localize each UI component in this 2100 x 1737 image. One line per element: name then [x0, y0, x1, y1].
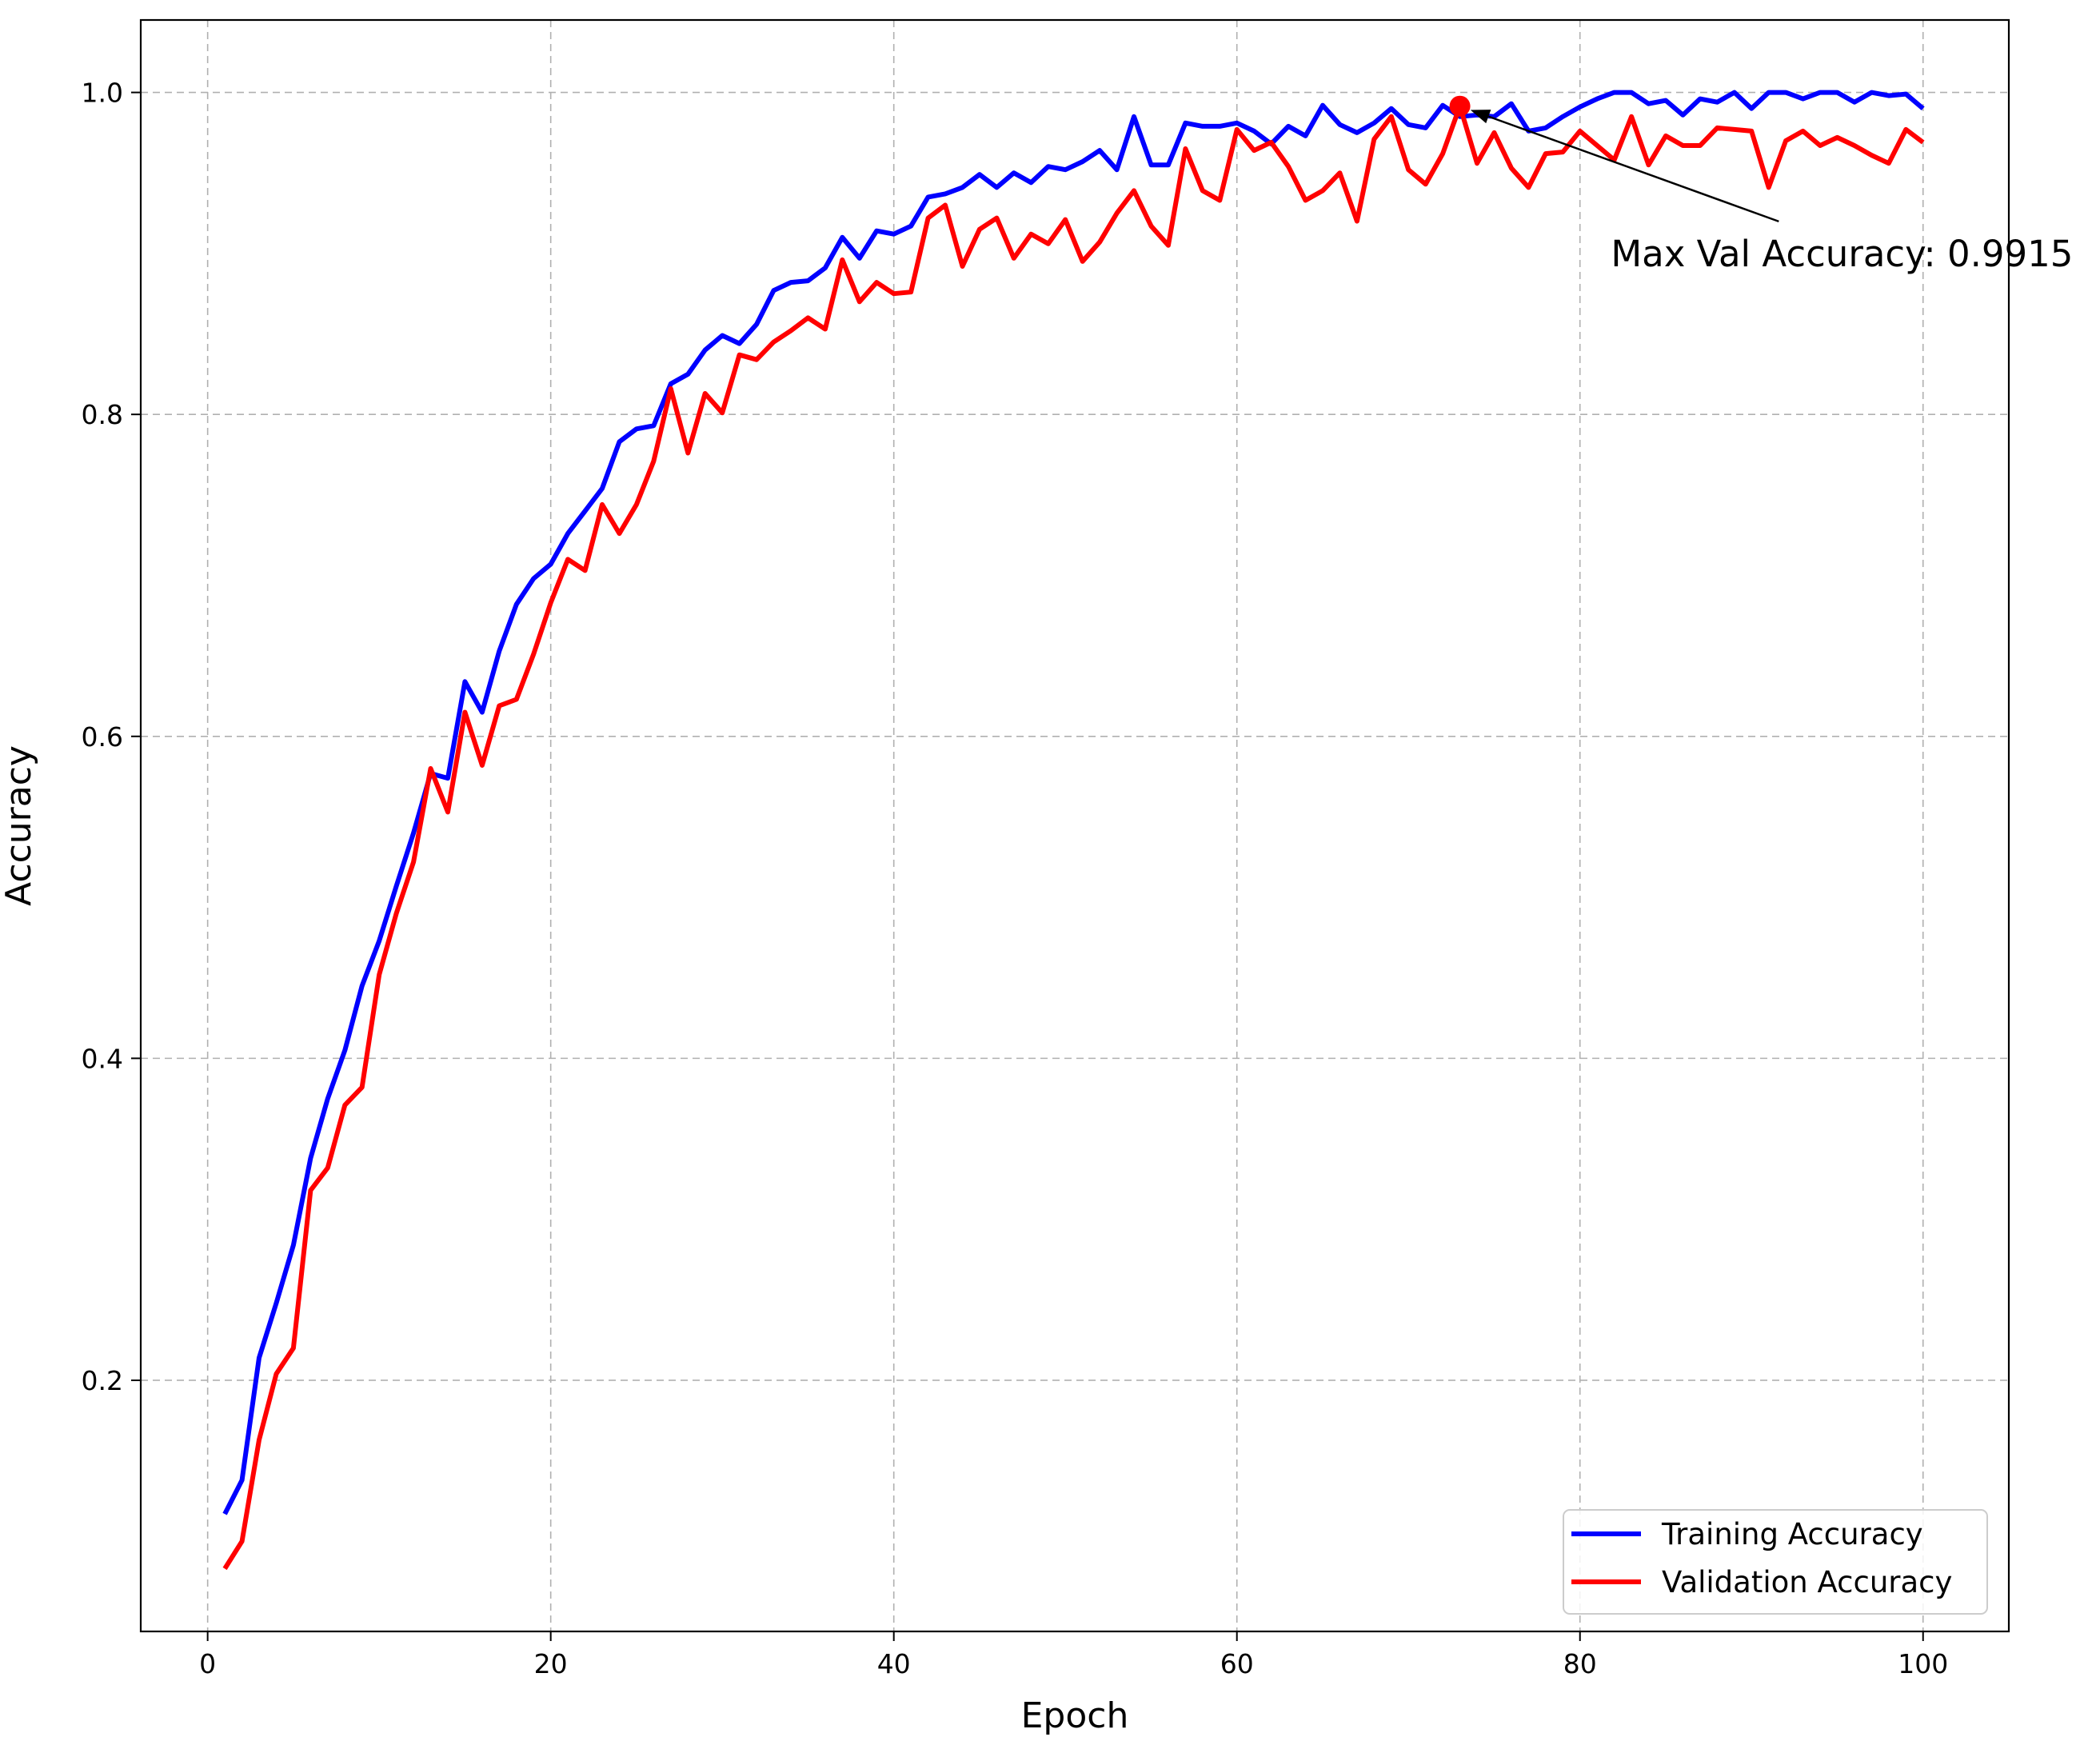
legend-box	[1563, 1509, 1988, 1615]
series-line-training	[222, 90, 1925, 1515]
legend-entry-validation: Validation Accuracy	[1662, 1565, 1952, 1599]
legend-entry-training: Training Accuracy	[1661, 1517, 1923, 1551]
x-axis-label: Epoch	[1021, 1695, 1129, 1736]
x-tick-label: 0	[199, 1648, 216, 1679]
y-tick-label: 0.4	[82, 1043, 123, 1074]
x-tick-label: 100	[1898, 1648, 1948, 1679]
y-tick-label: 0.2	[82, 1365, 123, 1396]
y-tick-label: 0.8	[82, 399, 123, 430]
y-axis-label: Accuracy	[0, 745, 39, 906]
plot-area-frame	[139, 18, 2010, 1633]
annotation-text: Max Val Accuracy: 0.9915	[1611, 233, 2073, 275]
x-tick-label: 40	[877, 1648, 911, 1679]
max-val-marker	[1449, 95, 1471, 117]
x-tick-label: 80	[1563, 1648, 1597, 1679]
x-tick-label: 20	[534, 1648, 568, 1679]
x-tick-label: 60	[1220, 1648, 1254, 1679]
y-tick-label: 0.6	[82, 721, 123, 753]
annotation: Max Val Accuracy: 0.9915	[1449, 95, 2073, 275]
annotation-arrow-shaft	[1487, 115, 1779, 223]
annotation-arrow-head	[1470, 110, 1491, 124]
y-tick-label: 1.0	[82, 78, 123, 109]
series-layer	[222, 90, 1925, 1571]
axis-ticks: 0 20 40 60 80 100 0.2 0.4 0.6 0.8 1.0	[82, 78, 1949, 1679]
grid	[141, 20, 2009, 1631]
legend: Training Accuracy Validation Accuracy	[1563, 1509, 1988, 1615]
series-line-validation	[222, 103, 1925, 1571]
